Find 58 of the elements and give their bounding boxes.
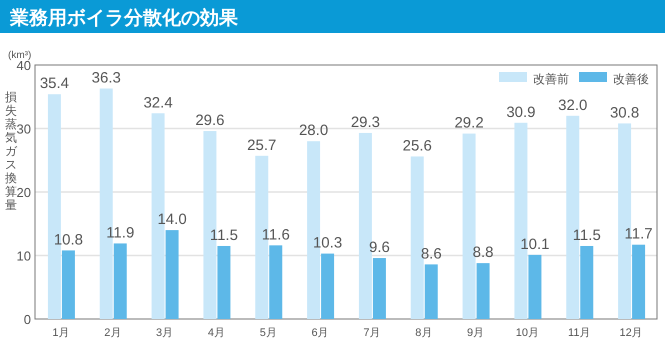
y-tick-label: 30	[16, 122, 31, 136]
x-tick-label: 2月	[104, 327, 122, 339]
bar	[166, 230, 179, 319]
data-label: 11.5	[572, 226, 601, 244]
data-label: 8.6	[420, 245, 442, 262]
bar	[114, 243, 127, 319]
bar	[321, 254, 334, 319]
bar	[62, 250, 75, 319]
data-label: 9.6	[368, 239, 390, 256]
x-tick-label: 5月	[260, 327, 277, 339]
data-label: 36.3	[92, 69, 121, 86]
bar	[269, 245, 282, 319]
data-label: 8.8	[472, 244, 494, 262]
x-tick-label: 1月	[52, 327, 70, 339]
chart-title: 業務用ボイラ分散化の効果	[9, 7, 239, 29]
data-label: 25.7	[247, 136, 276, 154]
y-tick-label: 40	[16, 58, 31, 73]
data-label: 11.9	[106, 224, 134, 242]
bar	[217, 246, 230, 319]
data-label: 32.0	[558, 96, 588, 114]
bar	[580, 246, 594, 319]
bar	[424, 264, 438, 319]
data-label: 10.3	[312, 234, 342, 252]
data-label: 25.6	[402, 137, 432, 154]
text: (km³)	[8, 50, 32, 61]
x-tick-label: 12月	[619, 327, 643, 339]
data-label: 11.7	[624, 226, 653, 243]
text: 損失蒸気ガス換算量	[5, 90, 17, 212]
data-label: 10.8	[54, 231, 84, 248]
x-tick-label: 11月	[568, 327, 590, 339]
bar	[476, 263, 490, 319]
data-label: 11.5	[210, 226, 238, 244]
x-tick-label: 10月	[516, 327, 540, 339]
data-label: 30.8	[610, 104, 640, 122]
data-label: 35.4	[40, 75, 70, 92]
legend-label: 改善後	[613, 72, 649, 86]
data-label: 10.1	[520, 236, 550, 253]
bar	[528, 254, 542, 319]
x-tick-label: 6月	[312, 327, 329, 339]
bar	[372, 258, 386, 319]
data-label: 32.4	[143, 94, 173, 112]
data-label: 28.0	[298, 122, 328, 140]
data-label: 11.6	[262, 226, 290, 244]
x-tick-label: 3月	[156, 327, 174, 339]
y-tick-label: 20	[16, 185, 31, 200]
y-tick-label: 10	[16, 248, 31, 264]
y-tick-label: 0	[24, 312, 31, 327]
x-tick-label: 8月	[415, 327, 432, 339]
data-label: 29.3	[350, 114, 380, 131]
x-tick-label: 7月	[363, 327, 380, 339]
bar	[632, 244, 646, 319]
data-label: 29.2	[454, 114, 484, 132]
data-label: 14.0	[157, 211, 187, 228]
legend-label: 改善前	[533, 72, 569, 86]
data-label: 29.6	[195, 112, 225, 130]
x-tick-label: 4月	[208, 327, 225, 339]
x-tick-label: 9月	[467, 327, 484, 339]
data-label: 30.9	[506, 104, 536, 121]
